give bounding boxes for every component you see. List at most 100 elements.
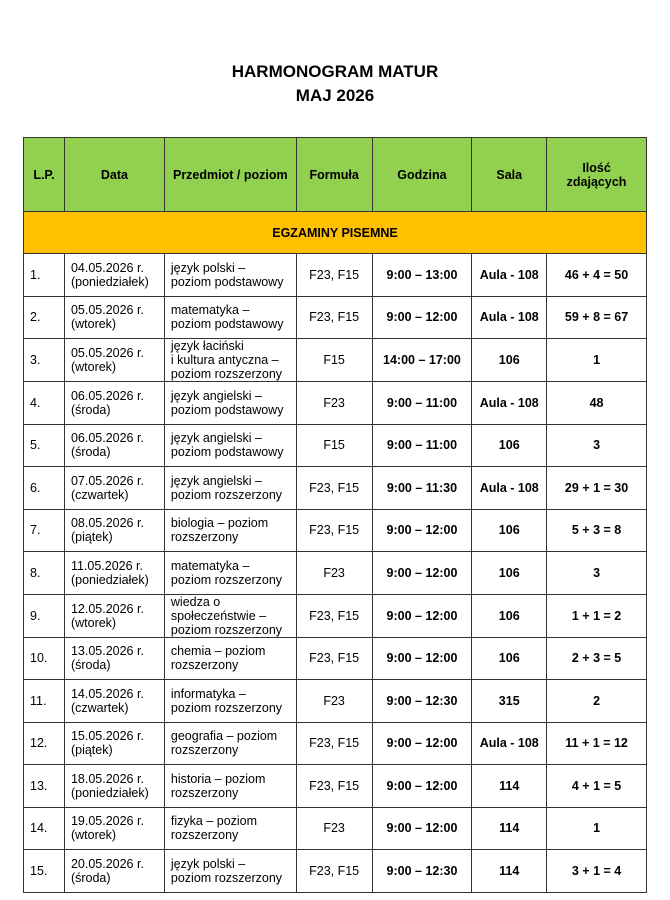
candidate-count: 11 + 1 = 12 [546,721,647,765]
date-text: 07.05.2026 r. [70,473,144,488]
candidate-count: 3 + 1 = 4 [546,849,647,893]
candidate-count: 1 [546,806,647,850]
table-row: 13. 18.05.2026 r. (poniedziałek) historia –… [23,764,647,808]
title-line-1: HARMONOGRAM MATUR [231,62,439,81]
exam-date: 04.05.2026 r. (poniedziałek) [63,253,165,297]
weekday-text: (środa) [70,402,111,417]
formula: F23, F15 [295,849,373,893]
room: 315 [471,679,548,723]
date-text: 05.05.2026 r. [70,303,144,318]
date-text: 18.05.2026 r. [70,771,144,786]
column-header-subject: Przedmiot / poziom [163,137,297,212]
row-number: 11. [23,679,65,723]
exam-time: 9:00 – 12:30 [371,679,473,723]
weekday-text: (piątek) [70,530,113,545]
exam-date: 19.05.2026 r. (wtorek) [63,806,165,850]
subject-line: poziom rozszerzony [170,622,283,637]
table-row: 4. 06.05.2026 r. (środa) język angielski – p… [23,381,647,425]
document-title: HARMONOGRAM MATUR MAJ 2026 [0,60,670,108]
exam-time: 9:00 – 12:00 [371,508,473,552]
weekday-text: (wtorek) [70,317,117,332]
table-row: 8. 11.05.2026 r. (poniedziałek) matematyka … [23,551,647,595]
row-number: 2. [23,295,65,339]
candidate-count: 59 + 8 = 67 [546,295,647,339]
subject-level: język polski – poziom podstawowy [163,253,297,297]
exam-time: 9:00 – 12:00 [371,764,473,808]
candidate-count: 29 + 1 = 30 [546,466,647,510]
subject-line: poziom podstawowy [170,317,284,332]
exam-date: 15.05.2026 r. (piątek) [63,721,165,765]
subject-line: poziom rozszerzony [170,700,283,715]
row-number: 9. [23,593,65,638]
exam-date: 06.05.2026 r. (środa) [63,423,165,467]
formula: F23, F15 [295,764,373,808]
subject-line: chemia – poziom [170,644,266,659]
subject-level: informatyka – poziom rozszerzony [163,679,297,723]
subject-line: język łaciński [170,339,244,353]
room: Aula - 108 [471,381,548,425]
candidate-count: 48 [546,381,647,425]
subject-line: język polski – [170,856,246,871]
weekday-text: (środa) [70,870,111,885]
weekday-text: (wtorek) [70,828,117,843]
row-number: 1. [23,253,65,297]
subject-line: matematyka – [170,303,250,318]
row-number: 4. [23,381,65,425]
date-text: 19.05.2026 r. [70,814,144,829]
row-number: 6. [23,466,65,510]
weekday-text: (środa) [70,658,111,673]
column-header-count: Ilość zdających [546,137,647,212]
subject-line: rozszerzony [170,828,239,843]
candidate-count: 1 + 1 = 2 [546,593,647,638]
weekday-text: (poniedziałek) [70,785,149,800]
exam-date: 07.05.2026 r. (czwartek) [63,466,165,510]
exam-date: 18.05.2026 r. (poniedziałek) [63,764,165,808]
subject-level: historia – poziom rozszerzony [163,764,297,808]
exam-date: 14.05.2026 r. (czwartek) [63,679,165,723]
row-number: 3. [23,338,65,382]
column-header-lp: L.P. [23,137,65,212]
exam-date: 12.05.2026 r. (wtorek) [63,593,165,638]
table-row: 10. 13.05.2026 r. (środa) chemia – poziom ro… [23,636,647,680]
title-line-2: MAJ 2026 [295,86,375,105]
row-number: 10. [23,636,65,680]
table-row: 3. 05.05.2026 r. (wtorek) język łaciński i k… [23,338,647,382]
row-number: 15. [23,849,65,893]
exam-time: 9:00 – 12:00 [371,806,473,850]
exam-date: 05.05.2026 r. (wtorek) [63,295,165,339]
candidate-count: 3 [546,423,647,467]
exam-time: 14:00 – 17:00 [371,338,473,382]
candidate-count: 46 + 4 = 50 [546,253,647,297]
exam-time: 9:00 – 12:00 [371,636,473,680]
exam-time: 9:00 – 11:00 [371,423,473,467]
table-row: 11. 14.05.2026 r. (czwartek) informatyka – p… [23,679,647,723]
subject-line: fizyka – poziom [170,814,258,829]
subject-line: język angielski – [170,473,262,488]
subject-line: geografia – poziom [170,729,278,744]
table-row: 6. 07.05.2026 r. (czwartek) język angielski… [23,466,647,510]
column-header-time: Godzina [371,137,473,212]
weekday-text: (poniedziałek) [70,274,149,289]
subject-level: język angielski – poziom podstawowy [163,381,297,425]
subject-line: poziom rozszerzony [170,487,283,502]
exam-time: 9:00 – 13:00 [371,253,473,297]
exam-time: 9:00 – 12:00 [371,551,473,595]
formula: F15 [295,338,373,382]
room: 106 [471,508,548,552]
row-number: 12. [23,721,65,765]
exam-date: 05.05.2026 r. (wtorek) [63,338,165,382]
date-text: 11.05.2026 r. [70,558,144,573]
subject-line: matematyka – [170,558,250,573]
subject-line: informatyka – [170,686,246,701]
formula: F23 [295,679,373,723]
subject-level: matematyka – poziom podstawowy [163,295,297,339]
candidate-count: 2 [546,679,647,723]
table-row: 12. 15.05.2026 r. (piątek) geografia – pozi… [23,721,647,765]
subject-line: rozszerzony [170,743,239,758]
section-header: EGZAMINY PISEMNE [23,211,647,254]
subject-line: poziom podstawowy [170,445,284,460]
subject-level: język łaciński i kultura antyczna – poziom… [163,338,297,382]
room: 106 [471,423,548,467]
exam-schedule-table: L.P. Data Przedmiot / poziom Formuła Godzina… [23,137,647,893]
row-number: 14. [23,806,65,850]
